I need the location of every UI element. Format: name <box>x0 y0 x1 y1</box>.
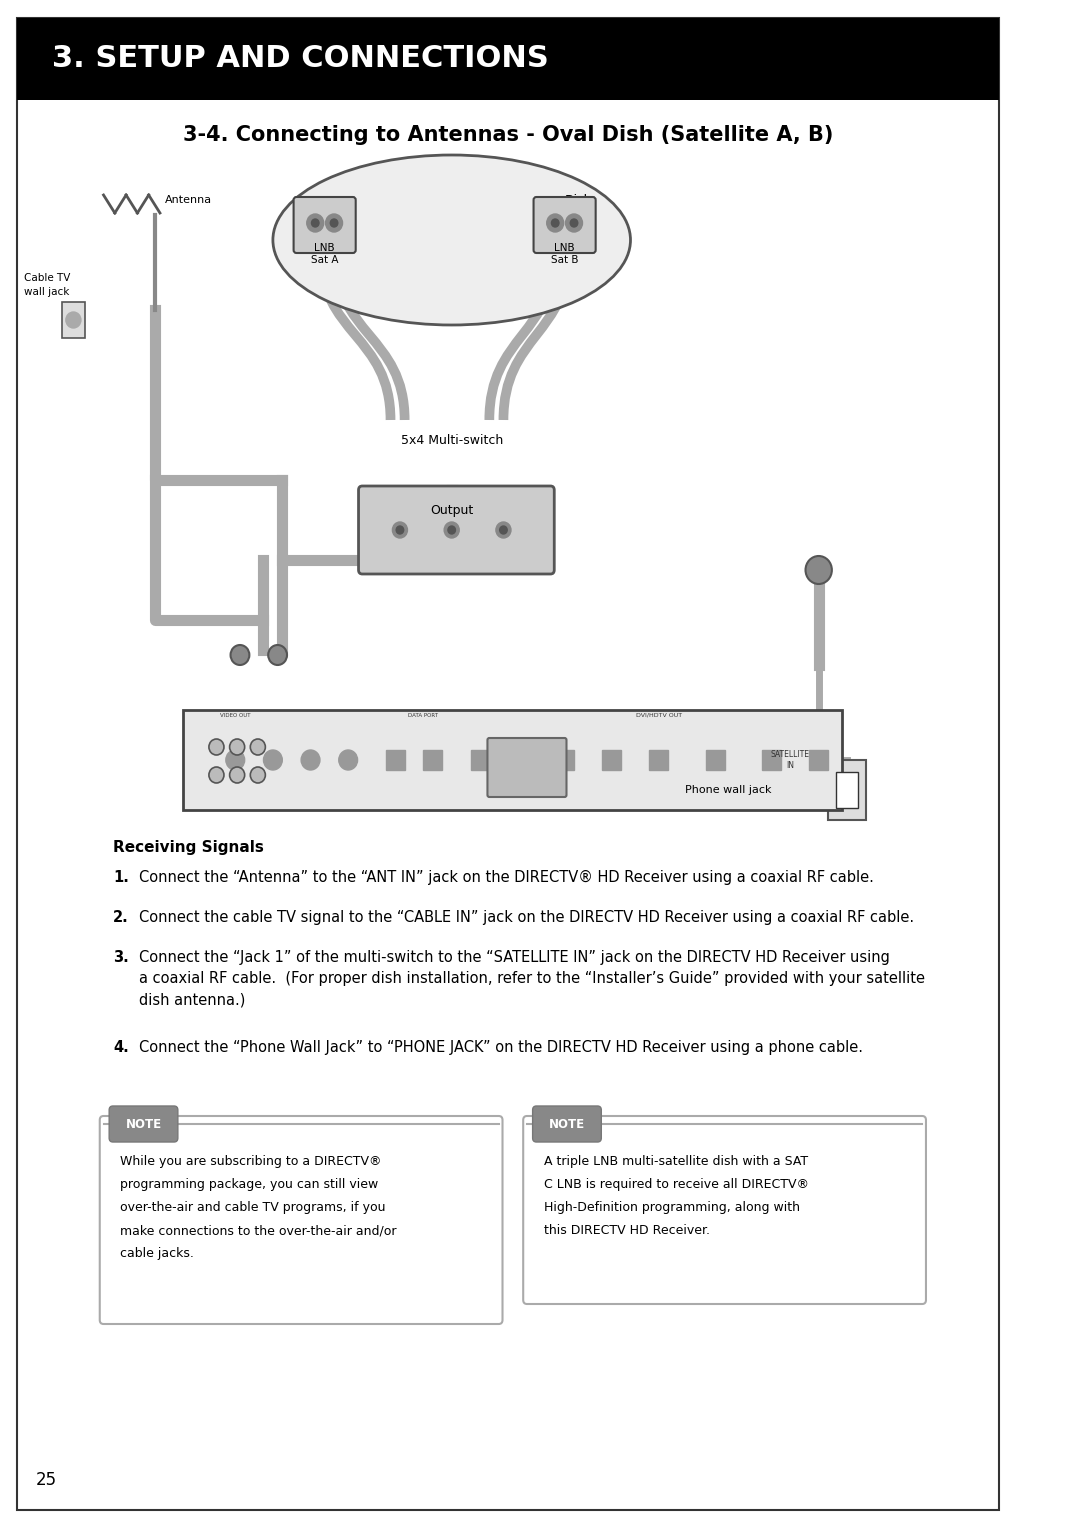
FancyBboxPatch shape <box>294 197 355 254</box>
Text: NOTE: NOTE <box>126 1117 162 1131</box>
Bar <box>509 750 527 770</box>
Bar <box>836 772 859 808</box>
Circle shape <box>339 750 357 770</box>
Circle shape <box>268 645 287 665</box>
Bar <box>828 759 866 821</box>
Text: 25: 25 <box>36 1471 57 1488</box>
Text: DATA PORT: DATA PORT <box>408 712 438 718</box>
Circle shape <box>566 214 582 232</box>
FancyBboxPatch shape <box>109 1106 178 1141</box>
Text: 2.: 2. <box>113 911 129 924</box>
Text: A triple LNB multi-satellite dish with a SAT
C LNB is required to receive all DI: A triple LNB multi-satellite dish with a… <box>544 1155 809 1238</box>
Circle shape <box>570 219 578 228</box>
Text: NOTE: NOTE <box>550 1117 585 1131</box>
Text: 5x4 Multi-switch: 5x4 Multi-switch <box>401 434 503 446</box>
Text: Dish: Dish <box>565 194 592 206</box>
Text: Connect the “Jack 1” of the multi-switch to the “SATELLITE IN” jack on the DIREC: Connect the “Jack 1” of the multi-switch… <box>139 950 926 1007</box>
Circle shape <box>208 740 224 755</box>
Text: Connect the “Antenna” to the “ANT IN” jack on the DIRECTV® HD Receiver using a c: Connect the “Antenna” to the “ANT IN” ja… <box>139 869 874 885</box>
Bar <box>809 750 828 770</box>
Circle shape <box>230 767 245 782</box>
Text: 4.: 4. <box>113 1041 129 1054</box>
Text: DVI/HDTV OUT: DVI/HDTV OUT <box>636 712 681 718</box>
Circle shape <box>264 750 282 770</box>
FancyBboxPatch shape <box>523 1115 926 1303</box>
Text: SATELLITE
IN: SATELLITE IN <box>771 750 810 770</box>
Ellipse shape <box>273 154 631 325</box>
Circle shape <box>230 645 249 665</box>
Text: VIDEO OUT: VIDEO OUT <box>220 712 251 718</box>
Text: Receiving Signals: Receiving Signals <box>113 840 264 856</box>
FancyBboxPatch shape <box>534 197 596 254</box>
Bar <box>17 18 999 99</box>
Text: Connect the “Phone Wall Jack” to “PHONE JACK” on the DIRECTV HD Receiver using a: Connect the “Phone Wall Jack” to “PHONE … <box>139 1041 863 1054</box>
Bar <box>649 750 669 770</box>
Text: While you are subscribing to a DIRECTV®
programming package, you can still view
: While you are subscribing to a DIRECTV® … <box>121 1155 397 1261</box>
FancyBboxPatch shape <box>99 1115 502 1323</box>
Bar <box>63 303 84 338</box>
Bar <box>603 750 621 770</box>
Circle shape <box>330 219 338 228</box>
Circle shape <box>301 750 320 770</box>
Circle shape <box>251 740 266 755</box>
Text: LNB
Sat A: LNB Sat A <box>311 243 338 264</box>
Text: Connect the cable TV signal to the “CABLE IN” jack on the DIRECTV HD Receiver us: Connect the cable TV signal to the “CABL… <box>139 911 915 924</box>
Circle shape <box>66 312 81 329</box>
Bar <box>762 750 781 770</box>
Circle shape <box>392 523 407 538</box>
FancyBboxPatch shape <box>487 738 567 798</box>
Text: Phone wall jack: Phone wall jack <box>685 785 771 795</box>
Circle shape <box>806 556 832 584</box>
Text: Cable TV
wall jack: Cable TV wall jack <box>24 274 70 296</box>
Circle shape <box>396 526 404 533</box>
Circle shape <box>448 526 456 533</box>
Bar <box>423 750 443 770</box>
Bar <box>555 750 575 770</box>
Text: Output: Output <box>430 504 473 516</box>
Circle shape <box>311 219 319 228</box>
Bar <box>471 750 489 770</box>
Circle shape <box>552 219 559 228</box>
Text: 3-4. Connecting to Antennas - Oval Dish (Satellite A, B): 3-4. Connecting to Antennas - Oval Dish … <box>183 125 834 145</box>
Bar <box>386 750 405 770</box>
Circle shape <box>251 767 266 782</box>
Circle shape <box>500 526 508 533</box>
Text: Antenna: Antenna <box>164 196 212 205</box>
Circle shape <box>496 523 511 538</box>
Text: 3.: 3. <box>113 950 129 966</box>
FancyBboxPatch shape <box>532 1106 602 1141</box>
Bar <box>184 711 842 810</box>
Circle shape <box>208 767 224 782</box>
Circle shape <box>444 523 459 538</box>
Text: 3. SETUP AND CONNECTIONS: 3. SETUP AND CONNECTIONS <box>52 43 549 72</box>
Circle shape <box>546 214 564 232</box>
Text: 1.: 1. <box>113 869 129 885</box>
Text: LNB
Sat B: LNB Sat B <box>551 243 579 264</box>
Circle shape <box>226 750 245 770</box>
Bar <box>705 750 725 770</box>
Circle shape <box>230 740 245 755</box>
Circle shape <box>325 214 342 232</box>
Circle shape <box>307 214 324 232</box>
FancyBboxPatch shape <box>359 486 554 575</box>
